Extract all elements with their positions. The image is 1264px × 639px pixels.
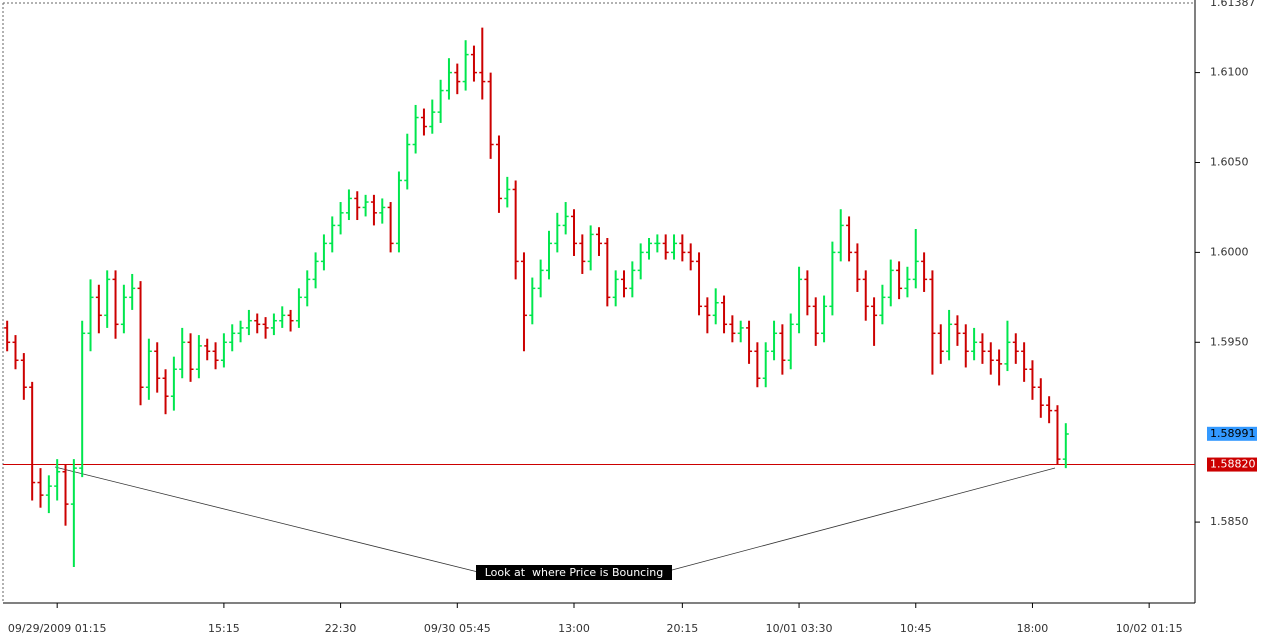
annotation-text: Look at where Price is Bouncing bbox=[485, 566, 663, 579]
bid-price-label: 1.58991 bbox=[1210, 427, 1256, 440]
annotation-box bbox=[476, 565, 672, 580]
bid-price-box bbox=[1207, 426, 1257, 441]
y-tick-label: 1.6050 bbox=[1210, 155, 1249, 168]
y-tick-label: 1.5950 bbox=[1210, 335, 1249, 348]
x-tick-label: 10:45 bbox=[900, 622, 932, 635]
x-tick-label: 13:00 bbox=[558, 622, 590, 635]
x-tick-label: 20:15 bbox=[667, 622, 699, 635]
x-tick-label: 18:00 bbox=[1017, 622, 1049, 635]
x-tick-label: 15:15 bbox=[208, 622, 240, 635]
annotation-pointer bbox=[671, 467, 1056, 571]
x-tick-label: 10/01 03:30 bbox=[766, 622, 833, 635]
x-tick-label: 10/02 01:15 bbox=[1116, 622, 1183, 635]
y-tick-label: 1.6100 bbox=[1210, 66, 1249, 79]
top-price-label: 1.61387 bbox=[1210, 0, 1256, 9]
support-price-label: 1.58820 bbox=[1210, 458, 1256, 471]
x-tick-label: 09/30 05:45 bbox=[424, 622, 491, 635]
x-tick-label: 22:30 bbox=[325, 622, 357, 635]
support-price-box bbox=[1207, 457, 1257, 472]
y-tick-label: 1.6000 bbox=[1210, 245, 1249, 258]
y-tick-label: 1.5850 bbox=[1210, 515, 1249, 528]
annotation-pointer bbox=[54, 466, 479, 573]
x-tick-label: 09/29/2009 01:15 bbox=[8, 622, 107, 635]
